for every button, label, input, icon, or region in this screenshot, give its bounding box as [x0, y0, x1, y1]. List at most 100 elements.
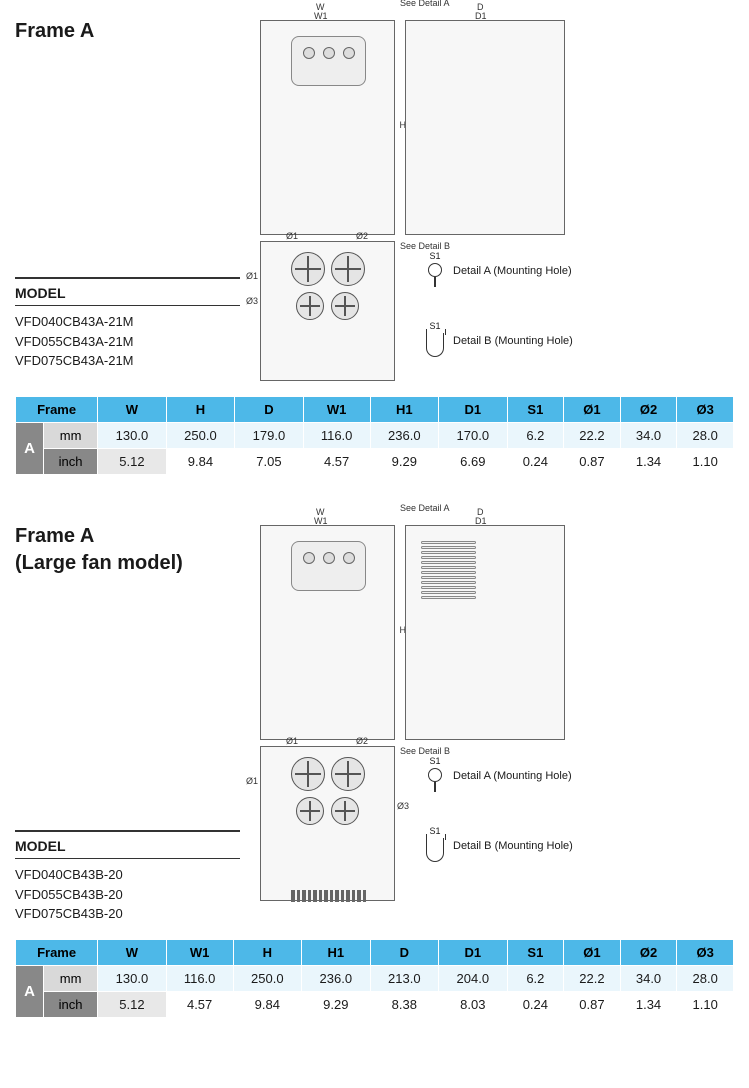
- callout-detail-b: See Detail B: [400, 241, 450, 251]
- cell: 28.0: [677, 423, 734, 449]
- fan-grille-icon: [291, 890, 366, 902]
- vent-slots-icon: [421, 541, 476, 601]
- detail-b-label: Detail B (Mounting Hole): [453, 335, 573, 347]
- table-row: A mm 130.0 250.0 179.0 116.0 236.0 170.0…: [16, 423, 734, 449]
- dim-s1: S1: [425, 756, 445, 766]
- dim-o2: Ø2: [356, 231, 368, 241]
- frame-letter: A: [16, 423, 44, 475]
- dim-o1b: Ø1: [246, 271, 258, 281]
- model-item: VFD075CB43B-20: [15, 904, 240, 924]
- dim-o3: Ø3: [397, 801, 409, 811]
- detail-a-label: Detail A (Mounting Hole): [453, 265, 572, 277]
- cable-gland-icon: [291, 757, 325, 791]
- model-block: MODEL VFD040CB43B-20 VFD055CB43B-20 VFD0…: [15, 830, 240, 924]
- section-title: Frame A: [15, 20, 240, 43]
- col-header: Ø2: [620, 397, 677, 423]
- detail-a-item: S1 Detail A (Mounting Hole): [425, 251, 573, 291]
- model-item: VFD040CB43A-21M: [15, 312, 240, 332]
- cell: 0.24: [507, 449, 564, 475]
- cable-gland-icon: [331, 252, 365, 286]
- section-subtitle: (Large fan model): [15, 552, 240, 575]
- cable-gland-icon: [296, 292, 324, 320]
- front-view: [260, 20, 395, 235]
- cell: 130.0: [98, 423, 167, 449]
- keypad-icon: [291, 541, 366, 591]
- dim-s1: S1: [425, 251, 445, 261]
- col-header: Ø2: [620, 939, 677, 965]
- cell: 213.0: [370, 965, 439, 991]
- cell: 204.0: [439, 965, 508, 991]
- col-frame: Frame: [16, 939, 98, 965]
- col-header: H1: [302, 939, 371, 965]
- cell: 7.05: [235, 449, 304, 475]
- cell: 1.34: [620, 991, 677, 1017]
- model-item: VFD040CB43B-20: [15, 865, 240, 885]
- cable-gland-icon: [296, 797, 324, 825]
- cable-gland-icon: [331, 757, 365, 791]
- cell: 5.12: [98, 449, 167, 475]
- cell: 22.2: [564, 423, 621, 449]
- col-header: D1: [439, 939, 508, 965]
- table-row: inch 5.12 4.57 9.84 9.29 8.38 8.03 0.24 …: [16, 991, 734, 1017]
- dim-o1: Ø1: [286, 736, 298, 746]
- dim-o3: Ø3: [246, 296, 258, 306]
- cell: 170.0: [439, 423, 508, 449]
- cell: 250.0: [233, 965, 302, 991]
- col-header: H: [166, 397, 235, 423]
- section-title: Frame A: [15, 525, 240, 548]
- cell: 1.10: [677, 991, 734, 1017]
- front-view: [260, 525, 395, 740]
- cell: 1.10: [677, 449, 734, 475]
- cell: 9.29: [302, 991, 371, 1017]
- dim-o1: Ø1: [286, 231, 298, 241]
- cell: 28.0: [677, 965, 734, 991]
- col-frame: Frame: [16, 397, 98, 423]
- cell: 236.0: [370, 423, 439, 449]
- detail-a-label: Detail A (Mounting Hole): [453, 770, 572, 782]
- col-header: D1: [439, 397, 508, 423]
- model-heading: MODEL: [15, 279, 240, 306]
- cell: 6.69: [439, 449, 508, 475]
- detail-b-label: Detail B (Mounting Hole): [453, 840, 573, 852]
- col-header: H1: [370, 397, 439, 423]
- detail-b-item: S1 Detail B (Mounting Hole): [425, 826, 573, 866]
- cell: 6.2: [507, 423, 564, 449]
- cell: 250.0: [166, 423, 235, 449]
- unit-label: inch: [44, 449, 98, 475]
- col-header: D: [235, 397, 304, 423]
- cell: 9.29: [370, 449, 439, 475]
- cell: 4.57: [303, 449, 370, 475]
- bottom-view: [260, 241, 395, 381]
- section-frame-a-large-fan: Frame A (Large fan model) MODEL VFD040CB…: [15, 525, 734, 1018]
- model-item: VFD055CB43A-21M: [15, 332, 240, 352]
- cell: 34.0: [620, 423, 677, 449]
- bottom-view: [260, 746, 395, 901]
- cell: 22.2: [564, 965, 621, 991]
- dimensions-table: Frame W H D W1 H1 D1 S1 Ø1 Ø2 Ø3 A mm 13…: [15, 396, 734, 475]
- col-header: W1: [166, 939, 233, 965]
- col-header: Ø1: [564, 397, 621, 423]
- technical-drawing: W W1 See Detail A H1 H D D1: [260, 20, 734, 381]
- cable-gland-icon: [331, 797, 359, 825]
- side-view: [405, 525, 565, 740]
- col-header: Ø3: [677, 397, 734, 423]
- col-header: W1: [303, 397, 370, 423]
- cell: 8.38: [370, 991, 439, 1017]
- col-header: Ø1: [564, 939, 621, 965]
- table-row: inch 5.12 9.84 7.05 4.57 9.29 6.69 0.24 …: [16, 449, 734, 475]
- dim-o2: Ø2: [356, 736, 368, 746]
- model-item: VFD075CB43A-21M: [15, 351, 240, 371]
- col-header: W: [98, 397, 167, 423]
- model-block: MODEL VFD040CB43A-21M VFD055CB43A-21M VF…: [15, 277, 240, 371]
- cell: 130.0: [98, 965, 167, 991]
- cell: 34.0: [620, 965, 677, 991]
- unit-label: inch: [44, 991, 98, 1017]
- detail-a-item: S1 Detail A (Mounting Hole): [425, 756, 573, 796]
- unit-label: mm: [44, 965, 98, 991]
- table-row: A mm 130.0 116.0 250.0 236.0 213.0 204.0…: [16, 965, 734, 991]
- side-view: [405, 20, 565, 235]
- col-header: S1: [507, 939, 564, 965]
- cell: 0.87: [564, 449, 621, 475]
- model-item: VFD055CB43B-20: [15, 885, 240, 905]
- cell: 116.0: [166, 965, 233, 991]
